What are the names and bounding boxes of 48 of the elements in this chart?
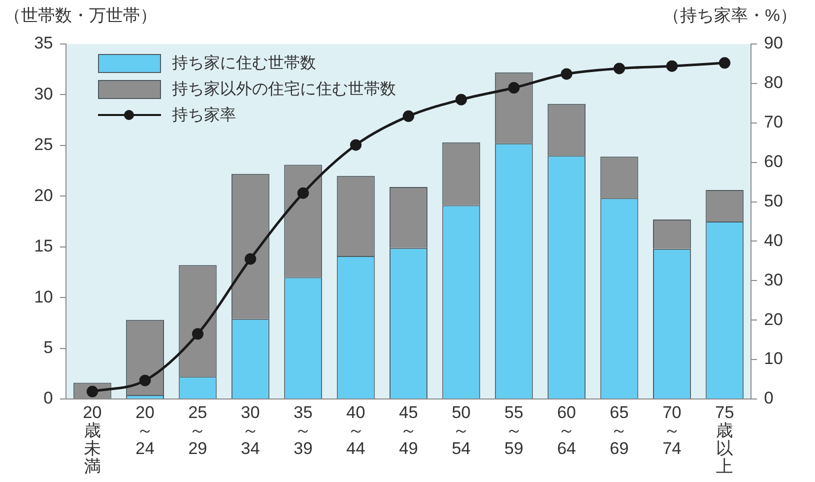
y-axis-title: （世帯数・万世帯） bbox=[4, 5, 157, 27]
point bbox=[666, 60, 678, 72]
y2-tick-label: 20 bbox=[764, 310, 783, 329]
y2-tick-label: 90 bbox=[764, 34, 783, 53]
y-tick-label: 0 bbox=[44, 388, 53, 408]
x-tick-label: 35～39 bbox=[294, 403, 313, 458]
point bbox=[139, 374, 151, 386]
point bbox=[244, 253, 256, 265]
point bbox=[718, 57, 730, 69]
point bbox=[350, 139, 362, 151]
x-tick-label: 30～34 bbox=[240, 403, 260, 458]
y-tick-label: 35 bbox=[34, 34, 53, 53]
y2-tick-label: 0 bbox=[764, 388, 774, 408]
y-tick-label: 5 bbox=[44, 338, 53, 357]
legend-label: 持ち家に住む世帯数 bbox=[172, 54, 316, 74]
x-tick-label: 20歳未満 bbox=[82, 403, 102, 476]
y2-tick-label: 60 bbox=[764, 152, 783, 172]
y2-tick-label: 70 bbox=[764, 112, 783, 132]
point bbox=[455, 94, 467, 106]
y2-tick-label: 40 bbox=[764, 230, 783, 250]
y2-tick-label: 10 bbox=[764, 349, 783, 368]
point bbox=[192, 328, 204, 340]
x-tick-label: 70～74 bbox=[662, 403, 682, 458]
x-tick-label: 75歳以上 bbox=[715, 403, 734, 476]
legend-label: 持ち家以外の住宅に住む世帯数 bbox=[172, 80, 396, 100]
x-tick-label: 60～64 bbox=[557, 403, 576, 458]
y2-tick-label: 30 bbox=[764, 270, 783, 290]
y-tick-label: 30 bbox=[34, 84, 53, 104]
x-tick-label: 40～44 bbox=[346, 403, 366, 458]
x-tick-label: 50～54 bbox=[452, 403, 471, 458]
y-tick-label: 10 bbox=[34, 287, 53, 306]
x-tick-label: 25～29 bbox=[188, 403, 208, 458]
y2-tick-label: 50 bbox=[764, 191, 783, 210]
x-tick-label: 45～49 bbox=[399, 403, 418, 458]
x-tick-label: 20～24 bbox=[136, 403, 154, 458]
legend-label: 持ち家率 bbox=[172, 106, 236, 126]
y-tick-label: 25 bbox=[34, 135, 53, 154]
point bbox=[560, 68, 572, 80]
x-tick-label: 65～69 bbox=[610, 403, 629, 458]
y2-tick-label: 80 bbox=[764, 73, 783, 92]
y2-axis-title: （持ち家率・%） bbox=[662, 5, 797, 27]
point bbox=[402, 110, 414, 122]
point bbox=[614, 62, 626, 74]
y-tick-label: 15 bbox=[34, 236, 53, 256]
y-tick-label: 20 bbox=[34, 186, 53, 205]
point bbox=[297, 187, 309, 199]
point bbox=[508, 82, 520, 94]
x-tick-label: 55～59 bbox=[504, 403, 524, 458]
